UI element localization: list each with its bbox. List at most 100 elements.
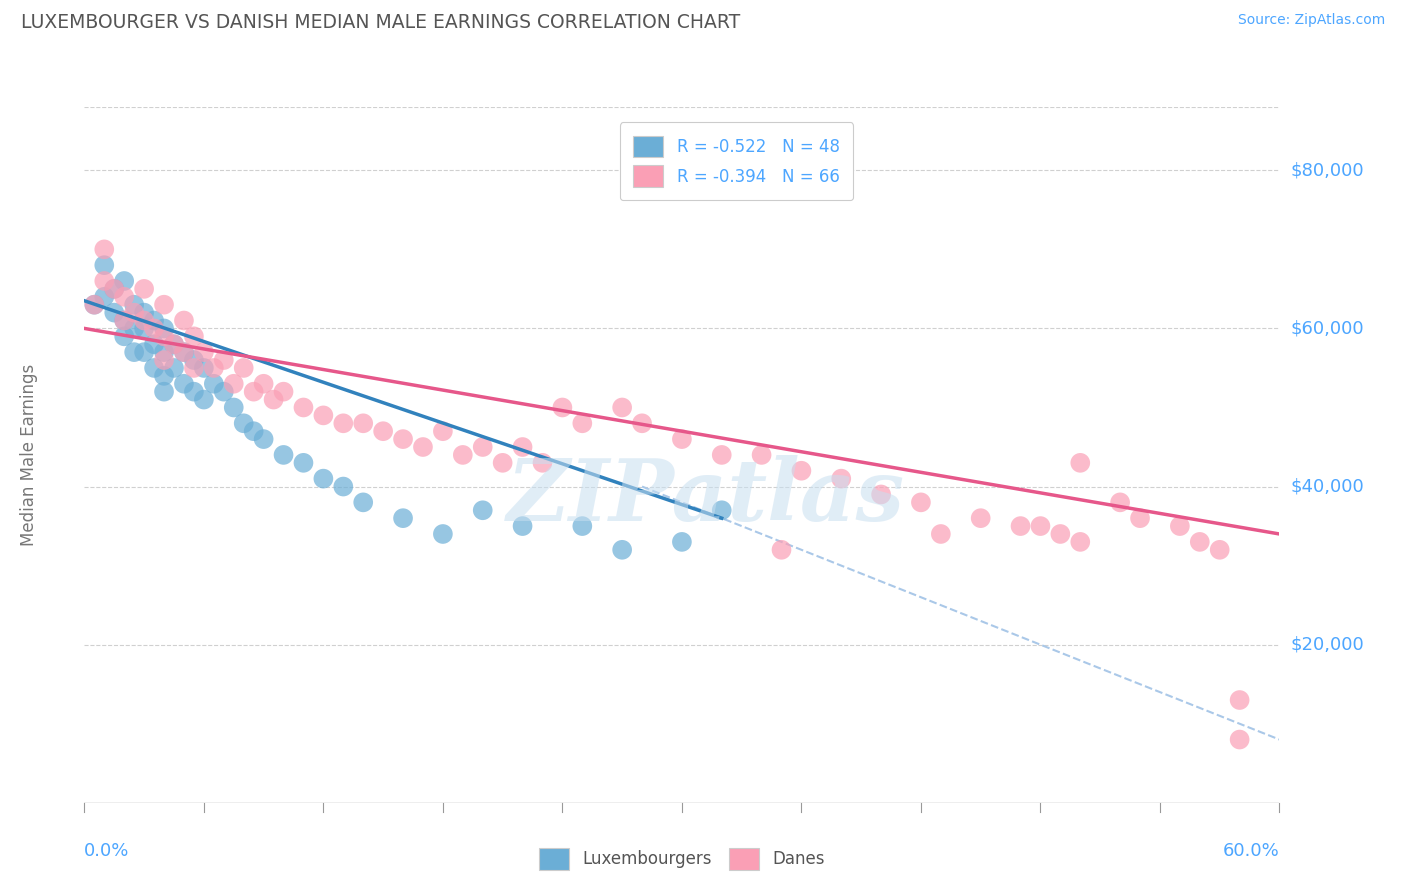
- Point: [371, 424, 394, 438]
- Point: [412, 440, 434, 454]
- Point: [929, 527, 952, 541]
- Point: [132, 305, 156, 319]
- Point: [112, 313, 135, 327]
- Point: [312, 409, 335, 423]
- Point: [112, 274, 135, 288]
- Point: [292, 401, 315, 415]
- Point: [163, 337, 186, 351]
- Point: [143, 321, 166, 335]
- Point: [332, 479, 354, 493]
- Point: [432, 527, 454, 541]
- Point: [631, 417, 654, 431]
- Point: [253, 376, 276, 391]
- Point: [193, 345, 215, 359]
- Point: [153, 368, 176, 383]
- Point: [352, 417, 374, 431]
- Legend: Luxembourgers, Danes: Luxembourgers, Danes: [531, 840, 832, 878]
- Point: [751, 448, 773, 462]
- Point: [132, 282, 156, 296]
- Point: [253, 432, 276, 446]
- Point: [671, 432, 693, 446]
- Point: [183, 384, 205, 399]
- Point: [153, 298, 176, 312]
- Point: [222, 376, 245, 391]
- Point: [222, 401, 245, 415]
- Point: [132, 345, 156, 359]
- Point: [173, 345, 195, 359]
- Point: [173, 376, 195, 391]
- Point: [153, 353, 176, 368]
- Point: [332, 417, 354, 431]
- Point: [352, 495, 374, 509]
- Point: [312, 472, 335, 486]
- Point: [242, 384, 264, 399]
- Point: [770, 542, 793, 557]
- Text: $20,000: $20,000: [1291, 636, 1364, 654]
- Point: [830, 472, 852, 486]
- Point: [112, 313, 135, 327]
- Point: [1208, 542, 1230, 557]
- Point: [263, 392, 285, 407]
- Point: [143, 313, 166, 327]
- Point: [183, 329, 205, 343]
- Point: [531, 456, 554, 470]
- Point: [193, 361, 215, 376]
- Point: [212, 384, 235, 399]
- Point: [143, 361, 166, 376]
- Point: [273, 384, 295, 399]
- Point: [1069, 535, 1091, 549]
- Point: [122, 345, 145, 359]
- Text: $80,000: $80,000: [1291, 161, 1364, 179]
- Text: Median Male Earnings: Median Male Earnings: [20, 364, 38, 546]
- Point: [193, 392, 215, 407]
- Point: [183, 353, 205, 368]
- Point: [122, 298, 145, 312]
- Point: [93, 274, 115, 288]
- Point: [93, 290, 115, 304]
- Point: [1069, 456, 1091, 470]
- Point: [163, 337, 186, 351]
- Point: [122, 305, 145, 319]
- Point: [153, 321, 176, 335]
- Point: [1229, 693, 1251, 707]
- Point: [1229, 732, 1251, 747]
- Point: [173, 345, 195, 359]
- Point: [173, 313, 195, 327]
- Point: [870, 487, 893, 501]
- Point: [1188, 535, 1211, 549]
- Point: [1010, 519, 1032, 533]
- Point: [83, 298, 105, 312]
- Point: [202, 361, 225, 376]
- Text: 60.0%: 60.0%: [1223, 842, 1279, 860]
- Text: $60,000: $60,000: [1291, 319, 1364, 337]
- Point: [512, 440, 534, 454]
- Text: LUXEMBOURGER VS DANISH MEDIAN MALE EARNINGS CORRELATION CHART: LUXEMBOURGER VS DANISH MEDIAN MALE EARNI…: [21, 13, 741, 32]
- Point: [451, 448, 474, 462]
- Point: [1049, 527, 1071, 541]
- Point: [132, 313, 156, 327]
- Point: [242, 424, 264, 438]
- Point: [492, 456, 515, 470]
- Point: [1129, 511, 1152, 525]
- Text: 0.0%: 0.0%: [84, 842, 129, 860]
- Point: [790, 464, 813, 478]
- Point: [112, 329, 135, 343]
- Point: [273, 448, 295, 462]
- Point: [571, 519, 593, 533]
- Point: [610, 401, 633, 415]
- Point: [122, 321, 145, 335]
- Point: [471, 503, 494, 517]
- Point: [710, 448, 733, 462]
- Point: [153, 345, 176, 359]
- Text: ZIPatlas: ZIPatlas: [506, 455, 905, 539]
- Point: [153, 384, 176, 399]
- Point: [512, 519, 534, 533]
- Point: [112, 290, 135, 304]
- Point: [1109, 495, 1132, 509]
- Point: [132, 321, 156, 335]
- Point: [93, 243, 115, 257]
- Point: [153, 329, 176, 343]
- Point: [183, 361, 205, 376]
- Point: [392, 511, 415, 525]
- Point: [551, 401, 574, 415]
